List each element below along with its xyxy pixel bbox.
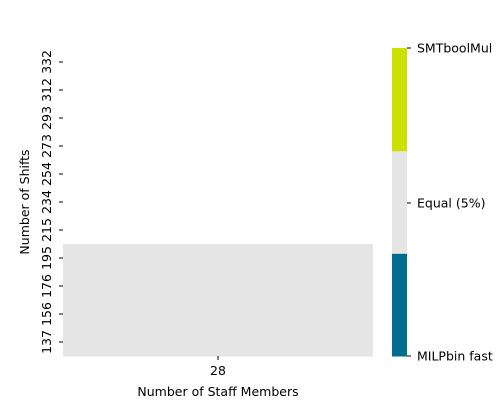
colorbar-tick-label: Equal (5%) (417, 196, 485, 211)
heatmap-cells (63, 244, 373, 357)
heatmap-cell (63, 300, 373, 329)
y-tick-label: 137 (39, 330, 54, 354)
y-tick-label: 273 (39, 134, 54, 158)
heatmap-cell (63, 328, 373, 357)
y-tick-label: 312 (39, 78, 54, 102)
y-axis-label: Number of Shifts (17, 149, 32, 254)
colorbar-segment (392, 253, 407, 357)
y-tick-label: 293 (39, 106, 54, 130)
heatmap-cell (63, 244, 373, 273)
x-axis-label: Number of Staff Members (137, 384, 298, 399)
y-tick-label: 234 (39, 190, 54, 214)
x-tick-label: 28 (210, 363, 226, 378)
colorbar: MILPbin fast Equal (5%) SMTboolMul (392, 41, 493, 364)
x-axis-ticks: 28 (210, 356, 226, 378)
y-tick-label: 332 (39, 50, 54, 74)
colorbar-segment (392, 150, 407, 254)
y-axis-ticks: 137 156 176 195 215 234 254 273 293 312 332 (39, 50, 63, 354)
y-tick-label: 176 (39, 274, 54, 298)
heatmap-cell (63, 272, 373, 301)
y-tick-label: 215 (39, 218, 54, 242)
y-tick-label: 195 (39, 246, 54, 270)
colorbar-segment (392, 48, 407, 152)
y-tick-label: 254 (39, 162, 54, 186)
colorbar-tick-label: MILPbin fast (417, 349, 493, 364)
colorbar-tick-label: SMTboolMul (417, 41, 492, 56)
y-tick-label: 156 (39, 302, 54, 326)
